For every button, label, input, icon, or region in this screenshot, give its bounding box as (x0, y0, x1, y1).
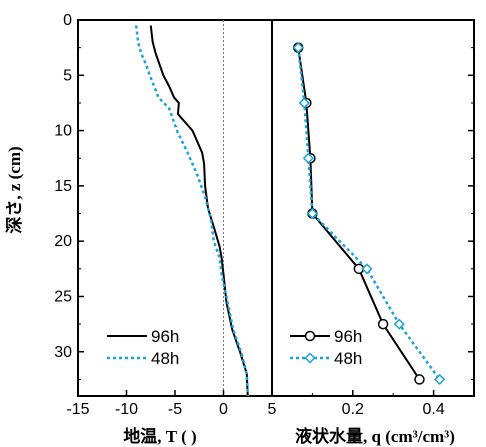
diamond-marker-48h (361, 263, 373, 275)
left-x-tick-label: -5 (168, 401, 182, 418)
left-x-tick-label: -10 (115, 401, 138, 418)
diamond-marker-48h (434, 373, 446, 385)
legend-marker-96h (304, 330, 316, 342)
legend-label-48h: 48h (334, 349, 362, 368)
legend-label-96h: 96h (334, 327, 362, 346)
temperature-line-96h (149, 25, 249, 397)
y-axis-label: 深さ, z (cm) (4, 146, 24, 233)
right-x-tick-label: 0.2 (342, 401, 364, 418)
right-plot-frame (271, 19, 475, 397)
right-series (292, 42, 446, 385)
diamond-marker-48h (298, 97, 310, 109)
right-x-axis-label: 液状水量, q (cm³/cm³) (295, 426, 455, 446)
diamond-marker-48h (306, 207, 318, 220)
left-x-ticks: -15 -10 -5 0 5 (66, 390, 277, 418)
diamond-marker-48h (302, 152, 314, 164)
circle-marker-96h (414, 374, 425, 385)
circle-marker-96h (377, 318, 389, 330)
left-series (134, 25, 249, 397)
y-ticks: 0 5 10 15 20 25 30 (54, 12, 474, 380)
diamond-marker-48h (393, 318, 405, 330)
legend-label-96h: 96h (151, 327, 179, 346)
right-x-ticks: 0.2 0.4 (311, 390, 445, 418)
left-x-axis-label: 地温, T ( ) (123, 426, 196, 446)
y-tick-label: 30 (54, 344, 72, 361)
legend-label-48h: 48h (151, 349, 179, 368)
y-tick-label: 25 (54, 288, 72, 305)
legend-marker-48h (304, 352, 316, 364)
y-tick-label: 10 (54, 123, 72, 140)
left-x-tick-label: 5 (268, 401, 277, 418)
left-x-tick-label: 0 (219, 401, 228, 418)
y-tick-label: 15 (54, 178, 72, 195)
right-x-tick-label: 0.4 (422, 401, 444, 418)
y-tick-label: 5 (63, 67, 72, 84)
y-tick-label: 20 (54, 233, 72, 250)
temperature-line-48h (134, 25, 249, 397)
water-content-line-48h (297, 47, 441, 381)
y-tick-label: 0 (63, 12, 72, 29)
diamond-marker-48h (292, 42, 304, 54)
left-x-tick-label: -15 (66, 401, 89, 418)
